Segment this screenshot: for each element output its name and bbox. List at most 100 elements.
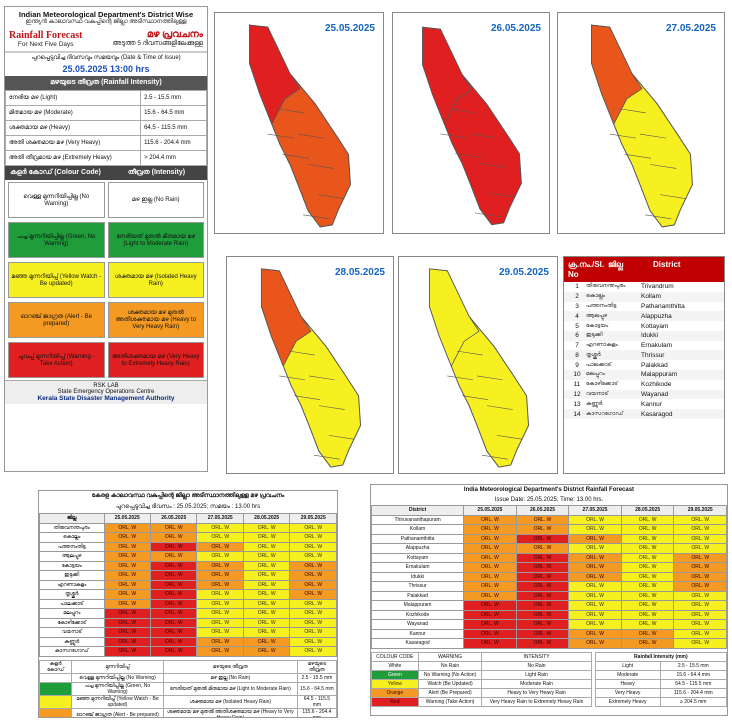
forecast-cell: ORL. W — [568, 581, 622, 592]
table-row: കൊല്ലം ORL. W ORL. W ORL. W ORL. W ORL. W — [39, 532, 337, 543]
legend-intensity: ശക്തമായ മഴ (Isolated Heavy Rain) — [162, 694, 298, 709]
forecast-cell: ORL. W — [289, 560, 337, 571]
table-en-title: India Meteorological Department's Distri… — [463, 487, 635, 493]
district-name-mal: കൊല്ലം — [586, 293, 605, 300]
legend-row: പച്ച മുന്നറിയിപ്പില്ല (Green, No Warning… — [39, 681, 337, 696]
forecast-cell: ORL. W — [149, 646, 198, 657]
forecast-cell: ORL. W — [103, 589, 151, 600]
intensity-value: 15.6 - 64.5 mm — [140, 105, 207, 121]
forecast-cell: ORL. W — [242, 541, 291, 552]
forecast-cell: ORL. W — [289, 532, 337, 543]
forecast-cell: ORL. W — [620, 619, 675, 630]
forecast-cell: ORL. W — [568, 533, 622, 544]
forecast-cell: ORL. W — [149, 598, 198, 609]
header-mal: ജില്ല — [608, 260, 623, 269]
district-name-mal: മലപ്പുറം — [586, 371, 605, 378]
table-header-row: District 25.05.2025 26.05.2025 27.05.2025 28… — [371, 505, 727, 516]
intensity-col-label: തീവ്രത (Intensity) — [127, 169, 186, 176]
district-number: 14 — [573, 410, 581, 418]
intensity-label: ശക്തമായ മഴ (Heavy) — [5, 120, 142, 136]
intensity-label: Heavy — [594, 678, 661, 689]
intensity-label: Light — [594, 660, 661, 671]
forecast-cell: ORL. W — [463, 562, 517, 573]
district-border — [609, 133, 636, 139]
district-number: 2 — [575, 293, 579, 301]
forecast-cell: ORL. W — [463, 552, 517, 563]
legend-swatch — [39, 681, 73, 696]
forecast-cell: ORL. W — [103, 522, 151, 533]
legend-intensity: No Rain — [481, 660, 592, 671]
district-list-item: 7 എറണാകുളം Ernakulam — [564, 340, 724, 351]
table-mal-grid: ജില്ല 25.05.2025 26.05.2025 27.05.2025 28.05… — [39, 513, 337, 657]
district-list-item: 9 പാലക്കാട് Palakkad — [564, 360, 724, 371]
district-list-item: 1 തിരുവനന്തപുരം Trivandrum — [564, 282, 724, 292]
district-border — [644, 214, 672, 220]
intensity-label: നേരിയ മഴ (Light) — [5, 90, 142, 106]
northern-districts — [591, 24, 643, 125]
forecast-cell: ORL. W — [620, 590, 675, 601]
district-name-en: Kollam — [641, 293, 661, 301]
district-list-item: 13 കണ്ണൂർ Kannur — [564, 399, 724, 410]
district-border — [450, 108, 476, 114]
district-number: 1 — [575, 283, 579, 291]
forecast-cell: ORL. W — [289, 522, 337, 533]
northern-districts — [249, 24, 301, 125]
forecast-cell: ORL. W — [568, 590, 622, 601]
forecast-label: Rainfall Forecast — [9, 29, 83, 41]
forecast-cell: ORL. W — [103, 560, 151, 571]
district-border — [639, 133, 667, 139]
forecast-cell: ORL. W — [673, 581, 727, 592]
forecast-cell: ORL. W — [289, 570, 337, 581]
forecast-cell: ORL. W — [196, 617, 244, 628]
forecast-cell: ORL. W — [620, 628, 675, 639]
legend-range: 115.6 - 204.4 mm — [296, 707, 337, 717]
district-name-mal: പത്തനംതിട്ട — [586, 302, 617, 309]
forecast-cell: ORL. W — [515, 571, 570, 582]
forecast-cell: ORL. W — [103, 532, 151, 543]
forecast-cell: ORL. W — [103, 570, 151, 581]
table-en-intensity: Rainfall Intensity (mm) Light 2.5 - 15.5 m… — [594, 651, 727, 707]
table-row: പത്തനംതിട്ട ORL. W ORL. W ORL. W ORL. W ORL. … — [39, 541, 337, 552]
forecast-cell: ORL. W — [463, 609, 517, 620]
district-cell: പത്തനംതിട്ട — [39, 541, 105, 552]
legend-swatch — [39, 707, 73, 717]
intensity-value: 64.5 - 115.5 mm — [140, 120, 207, 136]
forecast-cell: ORL. W — [242, 522, 291, 533]
legend-header-row: കളർ കോഡ് മുന്നറിയിപ്പ് മഴയുടെ തീവ്രത മഴയുടെ… — [39, 659, 337, 674]
forecast-cell: ORL. W — [149, 560, 198, 571]
district-border — [462, 395, 488, 400]
legend-intensity: മഴ ഇല്ല (No Rain) — [162, 672, 298, 683]
district-name-en: Kasaragod — [641, 410, 673, 418]
district-number: 8 — [575, 351, 579, 359]
table-row: Thrissur ORL. W ORL. W ORL. W ORL. W ORL. W — [371, 581, 727, 592]
legend-intensity: Heavy to Very Heavy Rain — [481, 687, 592, 698]
forecast-map: 27.05.2025 — [557, 12, 725, 234]
district-border — [624, 153, 652, 159]
district-name-mal: ആലപ്പുഴ — [586, 312, 608, 319]
forecast-cell: ORL. W — [289, 579, 337, 590]
district-col-header: ജില്ല — [39, 513, 105, 524]
date-col-header: 25.05.2025 — [103, 513, 151, 524]
legend-range: 15.6 - 64.5 mm — [296, 681, 337, 696]
forecast-cell: ORL. W — [103, 636, 151, 647]
intensity-value: 2.5 - 15.5 mm — [659, 660, 727, 671]
district-border — [469, 133, 496, 139]
district-border — [481, 454, 508, 460]
colour-code-box: പച്ച മുന്നറിയിപ്പില്ല (Green, No Warning… — [8, 222, 105, 258]
forecast-cell: ORL. W — [289, 617, 337, 628]
district-cell: കൊല്ലം — [39, 532, 105, 543]
forecast-cell: ORL. W — [673, 571, 727, 582]
date-col-header: 28.05.2025 — [620, 505, 675, 516]
forecast-cell: ORL. W — [568, 609, 622, 620]
forecast-cell: ORL. W — [242, 627, 291, 638]
forecast-cell: ORL. W — [242, 579, 291, 590]
district-list-item: 2 കൊല്ലം Kollam — [564, 291, 724, 302]
district-border — [277, 108, 305, 114]
district-number: 12 — [573, 390, 581, 398]
intensity-row: അതി തീവ്രമായ മഴ (Extremely Heavy) > 204.4… — [5, 150, 207, 166]
date-col-header: 27.05.2025 — [196, 513, 244, 524]
district-list-item: 3 പത്തനംതിട്ട Pathanamthitta — [564, 301, 724, 312]
table-mal-title: കേരള കാലാവസ്ഥ വകുപ്പിന്റെ ജില്ലാ അടിസ്ഥാ… — [91, 493, 285, 499]
forecast-cell: ORL. W — [515, 543, 570, 554]
forecast-cell: ORL. W — [196, 598, 244, 609]
